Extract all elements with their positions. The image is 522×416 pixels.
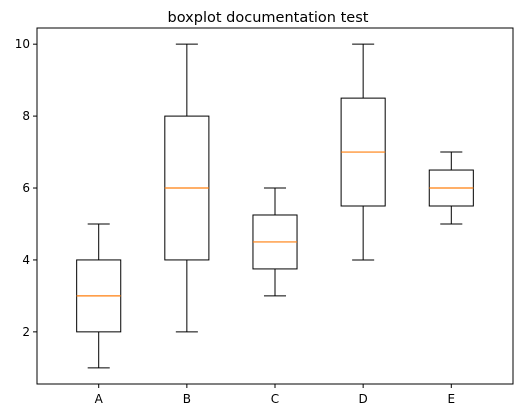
x-tick-label: E xyxy=(447,392,455,406)
y-tick-label: 6 xyxy=(22,181,30,195)
y-tick-label: 8 xyxy=(22,109,30,123)
y-tick-label: 4 xyxy=(22,253,30,267)
box-series xyxy=(76,43,474,369)
box-c xyxy=(252,187,298,297)
y-tick-label: 10 xyxy=(15,37,30,51)
x-tick-label: C xyxy=(271,392,279,406)
x-tick-label: D xyxy=(359,392,368,406)
chart-title: boxplot documentation test xyxy=(168,10,369,26)
x-axis: A B C D E xyxy=(95,384,455,406)
box-b xyxy=(164,43,210,333)
x-tick-label: A xyxy=(95,392,104,406)
box-e xyxy=(428,151,474,225)
y-axis: 2 4 6 8 10 xyxy=(15,37,37,339)
x-tick-label: B xyxy=(183,392,191,406)
box-d xyxy=(340,43,386,261)
box-a xyxy=(76,223,122,369)
y-tick-label: 2 xyxy=(22,325,30,339)
